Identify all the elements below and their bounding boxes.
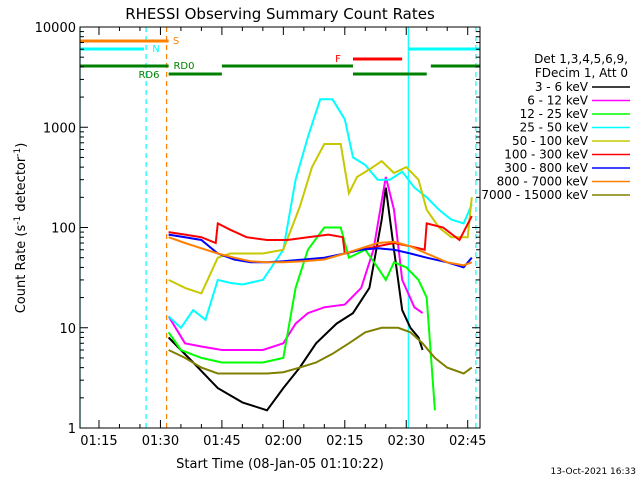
legend-label-7: 800 - 7000 keV [497, 175, 589, 189]
legend-label-1: 6 - 12 keV [527, 94, 589, 108]
state-bar-label-f: F [335, 54, 341, 65]
x-tick-label-2: 01:45 [203, 434, 240, 449]
info-line-2: FDecim 1, Att 0 [535, 66, 628, 80]
series-line-1 [167, 176, 424, 351]
x-tick-label-5: 02:30 [388, 434, 425, 449]
y-axis-label-end: ) [14, 143, 29, 148]
series-group [167, 98, 473, 412]
y-axis-label-main: Count Rate (s [14, 225, 29, 314]
y-axis-label-mid: detector [14, 156, 29, 216]
x-tick-label-3: 02:00 [265, 434, 302, 449]
y-axis-label: Count Rate (s-1 detector-1) [13, 143, 29, 314]
y-tick-label-2: 100 [51, 222, 76, 237]
series-line-0 [167, 187, 424, 412]
y-tick-label-1: 10 [59, 322, 76, 337]
x-axis-label: Start Time (08-Jan-05 01:10:22) [176, 457, 384, 472]
chart-title: RHESSI Observing Summary Count Rates [125, 5, 435, 23]
legend-label-3: 25 - 50 keV [520, 121, 589, 135]
series-line-4 [168, 143, 473, 295]
series-line-3 [167, 98, 473, 330]
footer-date: 13-Oct-2021 16:33 [551, 467, 636, 477]
legend-label-2: 12 - 25 keV [520, 107, 589, 121]
series-line-8 [168, 326, 473, 375]
y-axis-label-exp1: -1 [13, 216, 23, 225]
state-bar-label-n: N [152, 44, 159, 55]
y-axis-label-exp2: -1 [13, 148, 23, 157]
legend-label-5: 100 - 300 keV [504, 148, 588, 162]
series-line-2 [167, 226, 436, 411]
series-line-5 [168, 215, 473, 255]
y-tick-label-0: 1 [68, 422, 76, 437]
plot-frame [79, 26, 481, 429]
series-line-7 [168, 236, 473, 267]
legend-label-6: 300 - 800 keV [504, 161, 588, 175]
legend-label-0: 3 - 6 keV [535, 80, 589, 94]
state-bar-label-rd0: RD0 [173, 61, 194, 72]
x-tick-label-4: 02:15 [326, 434, 363, 449]
x-tick-label-1: 01:30 [142, 434, 179, 449]
info-line-1: Det 1,3,4,5,6,9, [534, 52, 628, 66]
state-bar-label-rd6: RD6 [138, 70, 159, 81]
x-tick-label-6: 02:45 [449, 434, 486, 449]
x-tick-label-0: 01:15 [80, 434, 117, 449]
legend-label-4: 50 - 100 keV [512, 134, 589, 148]
y-tick-label-3: 1000 [43, 121, 76, 136]
y-tick-label-4: 10000 [35, 21, 76, 36]
state-bar-label-s: S [173, 36, 179, 47]
legend-label-8: 7000 - 15000 keV [481, 188, 588, 202]
